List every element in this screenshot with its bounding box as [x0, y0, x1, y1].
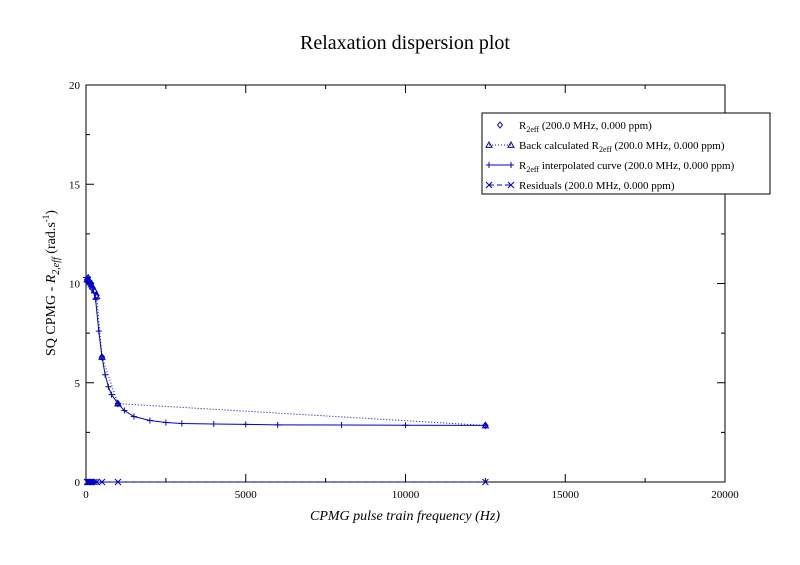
legend-marker-back_calculated	[507, 140, 515, 148]
legend-marker-interpolated	[508, 162, 514, 168]
y-tick-label: 10	[69, 279, 81, 291]
data-point-interpolated	[105, 383, 112, 390]
legend-label-residuals: Residuals (200.0 MHz, 0.000 ppm)	[519, 180, 675, 192]
y-axis-label-symbol: R	[44, 274, 59, 284]
legend-entry-back_calculated: Back calculated R2eff (200.0 MHz, 0.000 …	[485, 140, 725, 154]
y-axis-label-subscript: 2,eff	[51, 256, 62, 275]
data-point-interpolated	[402, 422, 409, 429]
series-r2eff	[84, 273, 489, 430]
series-line-back_calculated	[87, 279, 486, 426]
data-point-residuals	[98, 478, 106, 486]
data-point-residuals	[91, 478, 98, 486]
data-point-interpolated	[274, 421, 281, 428]
y-axis-label-unit-close: )	[44, 210, 59, 215]
legend-marker-r2eff	[496, 121, 504, 129]
data-point-interpolated	[95, 328, 102, 335]
series-back_calculated	[83, 275, 490, 429]
y-axis-label: SQ CPMG - R2,eff (rad.s-1)	[41, 210, 62, 356]
legend-marker-back_calculated	[485, 140, 493, 148]
data-point-interpolated	[146, 417, 153, 424]
data-point-interpolated	[83, 274, 89, 281]
legend-marker-residuals	[485, 181, 493, 189]
data-point-interpolated	[102, 371, 109, 378]
y-axis-label-unit-exponent: -1	[41, 215, 51, 223]
legend-label-r2eff: R2eff (200.0 MHz, 0.000 ppm)	[519, 120, 652, 134]
legend-marker-residuals	[507, 181, 515, 189]
data-point-residuals	[85, 478, 93, 486]
data-point-residuals	[87, 478, 95, 486]
data-point-interpolated	[338, 422, 345, 429]
data-point-interpolated	[162, 419, 169, 426]
data-point-interpolated	[210, 421, 217, 428]
legend-label-interpolated: R2eff interpolated curve (200.0 MHz, 0.0…	[519, 160, 735, 174]
y-axis: 0 5 10 15 20	[69, 80, 725, 489]
legend-entry-r2eff: R2eff (200.0 MHz, 0.000 ppm)	[496, 120, 652, 134]
data-point-interpolated	[114, 400, 121, 407]
data-point-interpolated	[482, 422, 489, 429]
y-tick-label: 5	[75, 378, 81, 390]
data-point-interpolated	[86, 277, 93, 284]
y-tick-label: 15	[69, 179, 81, 191]
chart-title: Relaxation dispersion plot	[300, 32, 510, 54]
series-residuals	[83, 478, 489, 486]
y-axis-label-unit: (rad.s	[44, 222, 59, 257]
x-tick-label: 10000	[392, 489, 420, 501]
y-tick-label: 20	[69, 80, 81, 92]
series-line-interpolated	[85, 277, 486, 426]
legend: R2eff (200.0 MHz, 0.000 ppm) Back calcula…	[481, 112, 771, 195]
legend-box	[481, 112, 771, 195]
data-point-interpolated	[92, 296, 99, 303]
x-tick-label: 0	[83, 489, 89, 501]
data-point-interpolated	[242, 421, 249, 428]
series-interpolated	[83, 274, 489, 429]
x-tick-label: 20000	[711, 489, 739, 501]
x-axis: 0 5000 10000 15000 20000	[83, 85, 739, 501]
x-tick-label: 15000	[552, 489, 580, 501]
legend-entry-residuals: Residuals (200.0 MHz, 0.000 ppm)	[485, 180, 675, 192]
series-layer	[83, 273, 490, 486]
legend-marker-interpolated	[486, 162, 492, 168]
legend-label-back_calculated: Back calculated R2eff (200.0 MHz, 0.000 …	[519, 140, 725, 154]
data-point-interpolated	[89, 284, 96, 291]
data-point-interpolated	[98, 353, 105, 360]
data-point-interpolated	[130, 413, 137, 420]
y-tick-label: 0	[75, 477, 81, 489]
data-point-interpolated	[108, 391, 115, 398]
data-point-residuals	[482, 478, 489, 486]
x-axis-label: CPMG pulse train frequency (Hz)	[310, 509, 500, 524]
data-point-residuals	[114, 478, 122, 486]
y-axis-label-prefix: SQ CPMG -	[44, 283, 59, 356]
x-tick-label: 5000	[235, 489, 258, 501]
legend-entry-interpolated: R2eff interpolated curve (200.0 MHz, 0.0…	[486, 160, 735, 174]
data-point-residuals	[93, 478, 101, 486]
data-point-interpolated	[178, 420, 185, 427]
data-point-interpolated	[121, 407, 128, 414]
